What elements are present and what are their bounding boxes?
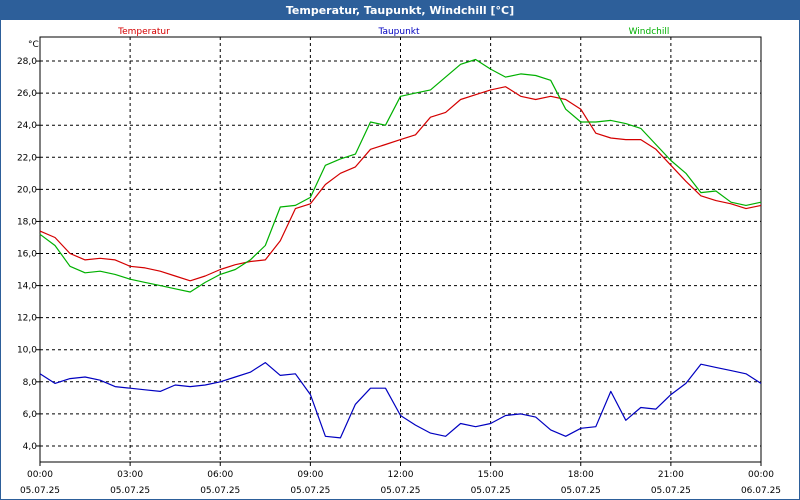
- line-chart: 4,0 6,0 8,0 10,0 12,0 14,0 16,0 18,0 20,0 22,0 24,…: [17, 27, 781, 496]
- series-line-temperatur: [39, 86, 762, 282]
- y-tick-label: 24,0: [17, 121, 37, 131]
- x-tick-time-label: 18:00: [568, 470, 594, 480]
- x-tick-date-label: 05.07.25: [380, 486, 420, 496]
- y-tick-label: 28,0: [17, 57, 37, 67]
- x-tick-time-label: 00:00: [27, 470, 53, 480]
- legend: Temperatur Taupunkt Windchill: [117, 27, 669, 37]
- y-axis: 4,0 6,0 8,0 10,0 12,0 14,0 16,0 18,0 20,0 22,0 24,…: [17, 57, 40, 452]
- x-tick-time-label: 12:00: [388, 470, 414, 480]
- y-tick-label: 22,0: [17, 153, 37, 163]
- x-tick-date-label: 05.07.25: [471, 486, 511, 496]
- y-tick-label: 8,0: [23, 378, 38, 388]
- x-tick-date-label: 05.07.25: [290, 486, 330, 496]
- y-tick-label: 6,0: [23, 410, 38, 420]
- x-tick-date-label: 05.07.25: [651, 486, 691, 496]
- series-line-windchill: [39, 58, 762, 293]
- x-tick-date-label: 05.07.25: [200, 486, 240, 496]
- grid-lines: [40, 37, 761, 462]
- series-group: [39, 58, 762, 439]
- x-tick-time-label: 06:00: [207, 470, 233, 480]
- y-tick-label: 4,0: [23, 442, 38, 452]
- window-title: Temperatur, Taupunkt, Windchill [°C]: [1, 1, 799, 20]
- legend-entry-temperatur: Temperatur: [117, 27, 170, 37]
- y-axis-unit: °C: [28, 40, 39, 50]
- y-tick-label: 10,0: [17, 346, 37, 356]
- y-tick-label: 16,0: [17, 250, 37, 260]
- x-tick-time-label: 09:00: [297, 470, 323, 480]
- x-tick-date-label: 05.07.25: [561, 486, 601, 496]
- legend-entry-windchill: Windchill: [629, 27, 670, 37]
- y-tick-label: 26,0: [17, 89, 37, 99]
- y-tick-label: 12,0: [17, 314, 37, 324]
- x-tick-date-label: 06.07.25: [741, 486, 781, 496]
- x-tick-time-label: 03:00: [117, 470, 143, 480]
- x-tick-date-label: 05.07.25: [110, 486, 150, 496]
- legend-entry-taupunkt: Taupunkt: [377, 27, 420, 37]
- x-tick-time-label: 21:00: [658, 470, 684, 480]
- y-tick-label: 14,0: [17, 282, 37, 292]
- y-tick-label: 20,0: [17, 185, 37, 195]
- x-tick-time-label: 15:00: [478, 470, 504, 480]
- series-line-taupunkt: [39, 362, 762, 439]
- x-tick-date-label: 05.07.25: [20, 486, 60, 496]
- x-tick-time-label: 00:00: [748, 470, 774, 480]
- x-axis: 00:00 05.07.25 03:00 05.07.25 06:00 05.07.25 0…: [20, 462, 781, 496]
- y-tick-label: 18,0: [17, 217, 37, 227]
